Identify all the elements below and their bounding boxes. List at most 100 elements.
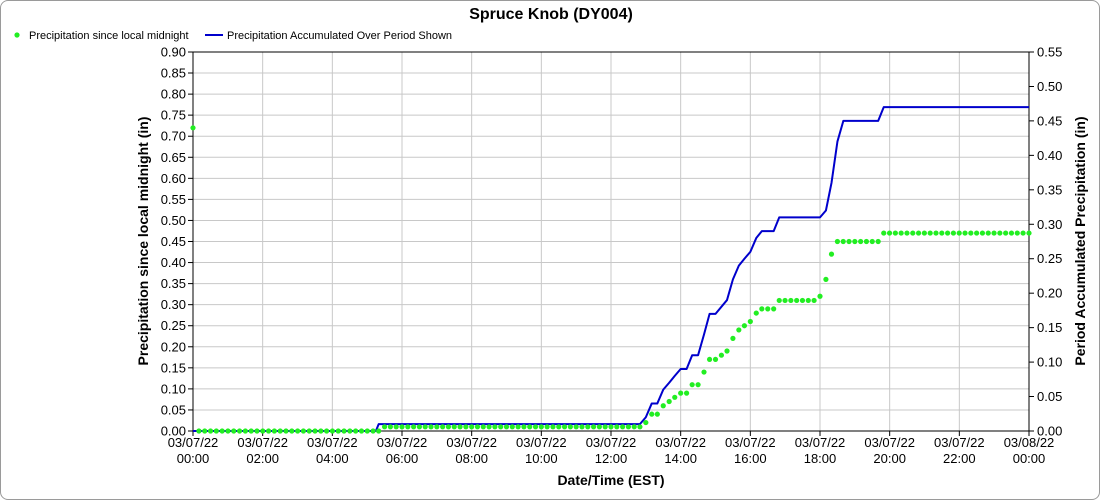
series-line-path [193, 106, 1029, 432]
data-point [300, 428, 307, 434]
data-point [271, 428, 277, 434]
data-point [445, 424, 452, 430]
data-point [718, 352, 725, 358]
data-point [213, 428, 219, 434]
x-tick-label-date: 03/07/22 [795, 435, 846, 450]
left-tick-label: 0.45 [161, 234, 186, 249]
data-point [503, 424, 510, 430]
left-tick-label: 0.10 [161, 381, 186, 396]
series-accumulated [193, 106, 1029, 432]
x-tick-label-date: 03/07/22 [516, 435, 567, 450]
data-point [991, 230, 997, 236]
data-point [381, 424, 388, 430]
x-axis-ticks: 03/07/2200:0003/07/2202:0003/07/2204:000… [168, 431, 1055, 466]
data-point [695, 382, 701, 388]
x-tick-label-date: 03/07/22 [446, 435, 497, 450]
data-point [724, 348, 730, 354]
data-point [689, 382, 695, 388]
left-tick-label: 0.90 [161, 45, 186, 60]
data-point [962, 230, 968, 236]
data-point [805, 297, 811, 304]
x-tick-label-date: 03/07/22 [307, 435, 358, 450]
x-tick-label-date: 03/07/22 [586, 435, 637, 450]
x-tick-label-date: 03/07/22 [934, 435, 985, 450]
x-tick-label-time: 12:00 [595, 451, 628, 466]
right-tick-label: 0.30 [1037, 217, 1062, 232]
data-point [556, 424, 562, 430]
data-point [858, 238, 864, 245]
data-point [823, 276, 829, 282]
data-point [898, 230, 904, 236]
data-point [236, 428, 243, 434]
data-point [974, 230, 980, 236]
data-point [852, 238, 858, 245]
data-point [921, 230, 927, 236]
data-point [817, 293, 823, 299]
legend-label-scatter: Precipitation since local midnight [29, 30, 189, 42]
data-point [434, 424, 440, 430]
data-point [1014, 230, 1020, 236]
data-point [765, 306, 771, 312]
data-point [875, 238, 881, 245]
data-point [411, 424, 417, 430]
data-point [486, 424, 492, 430]
data-point [799, 297, 806, 304]
x-tick-label-date: 03/07/22 [725, 435, 776, 450]
right-tick-label: 0.50 [1037, 79, 1062, 94]
data-point [968, 230, 974, 236]
data-point [202, 428, 208, 434]
data-point [492, 424, 498, 430]
data-point [428, 424, 434, 430]
data-point [631, 424, 637, 430]
data-point [886, 230, 893, 236]
right-tick-label: 0.45 [1037, 113, 1062, 128]
x-tick-label-time: 02:00 [246, 451, 279, 466]
data-point [306, 428, 312, 434]
data-point [933, 230, 939, 236]
data-point [561, 424, 568, 430]
x-tick-label-date: 03/08/22 [1004, 435, 1055, 450]
data-point [509, 424, 515, 430]
data-point [225, 428, 231, 434]
data-point [347, 428, 353, 434]
data-point [771, 306, 777, 312]
data-point [730, 335, 736, 341]
data-point [602, 424, 608, 430]
data-point [741, 323, 748, 329]
data-point [585, 424, 591, 430]
left-tick-label: 0.75 [161, 108, 186, 123]
data-point [324, 428, 330, 434]
right-tick-label: 0.15 [1037, 320, 1062, 335]
data-point [422, 424, 428, 430]
data-point [312, 428, 318, 434]
data-point [910, 230, 916, 236]
data-point [683, 390, 690, 396]
data-point [289, 428, 295, 434]
right-tick-label: 0.40 [1037, 148, 1062, 163]
data-point [979, 230, 986, 236]
data-point [248, 428, 254, 434]
chart-title: Spruce Knob (DY004) [469, 6, 633, 23]
data-point [283, 428, 289, 434]
data-point [416, 424, 423, 430]
data-point [608, 424, 614, 430]
data-point [277, 428, 283, 434]
data-point [469, 424, 475, 430]
data-point [231, 428, 237, 434]
data-point [660, 403, 666, 409]
right-tick-label: 0.20 [1037, 286, 1062, 301]
data-point [544, 424, 550, 430]
x-tick-label-time: 16:00 [734, 451, 767, 466]
data-point [892, 230, 898, 236]
right-tick-label: 0.25 [1037, 251, 1062, 266]
x-tick-label-time: 06:00 [386, 451, 419, 466]
x-tick-label-date: 03/07/22 [655, 435, 706, 450]
left-tick-label: 0.60 [161, 171, 186, 186]
data-point [945, 230, 951, 236]
data-point [706, 356, 713, 363]
data-point [747, 318, 753, 325]
right-tick-label: 0.05 [1037, 389, 1062, 404]
right-axis-ticks: 0.00 0.05 0.10 0.15 0.20 0.25 0.30 0.35 0.40 0.45… [1029, 45, 1062, 439]
data-point [997, 230, 1003, 236]
data-point [1026, 230, 1032, 236]
